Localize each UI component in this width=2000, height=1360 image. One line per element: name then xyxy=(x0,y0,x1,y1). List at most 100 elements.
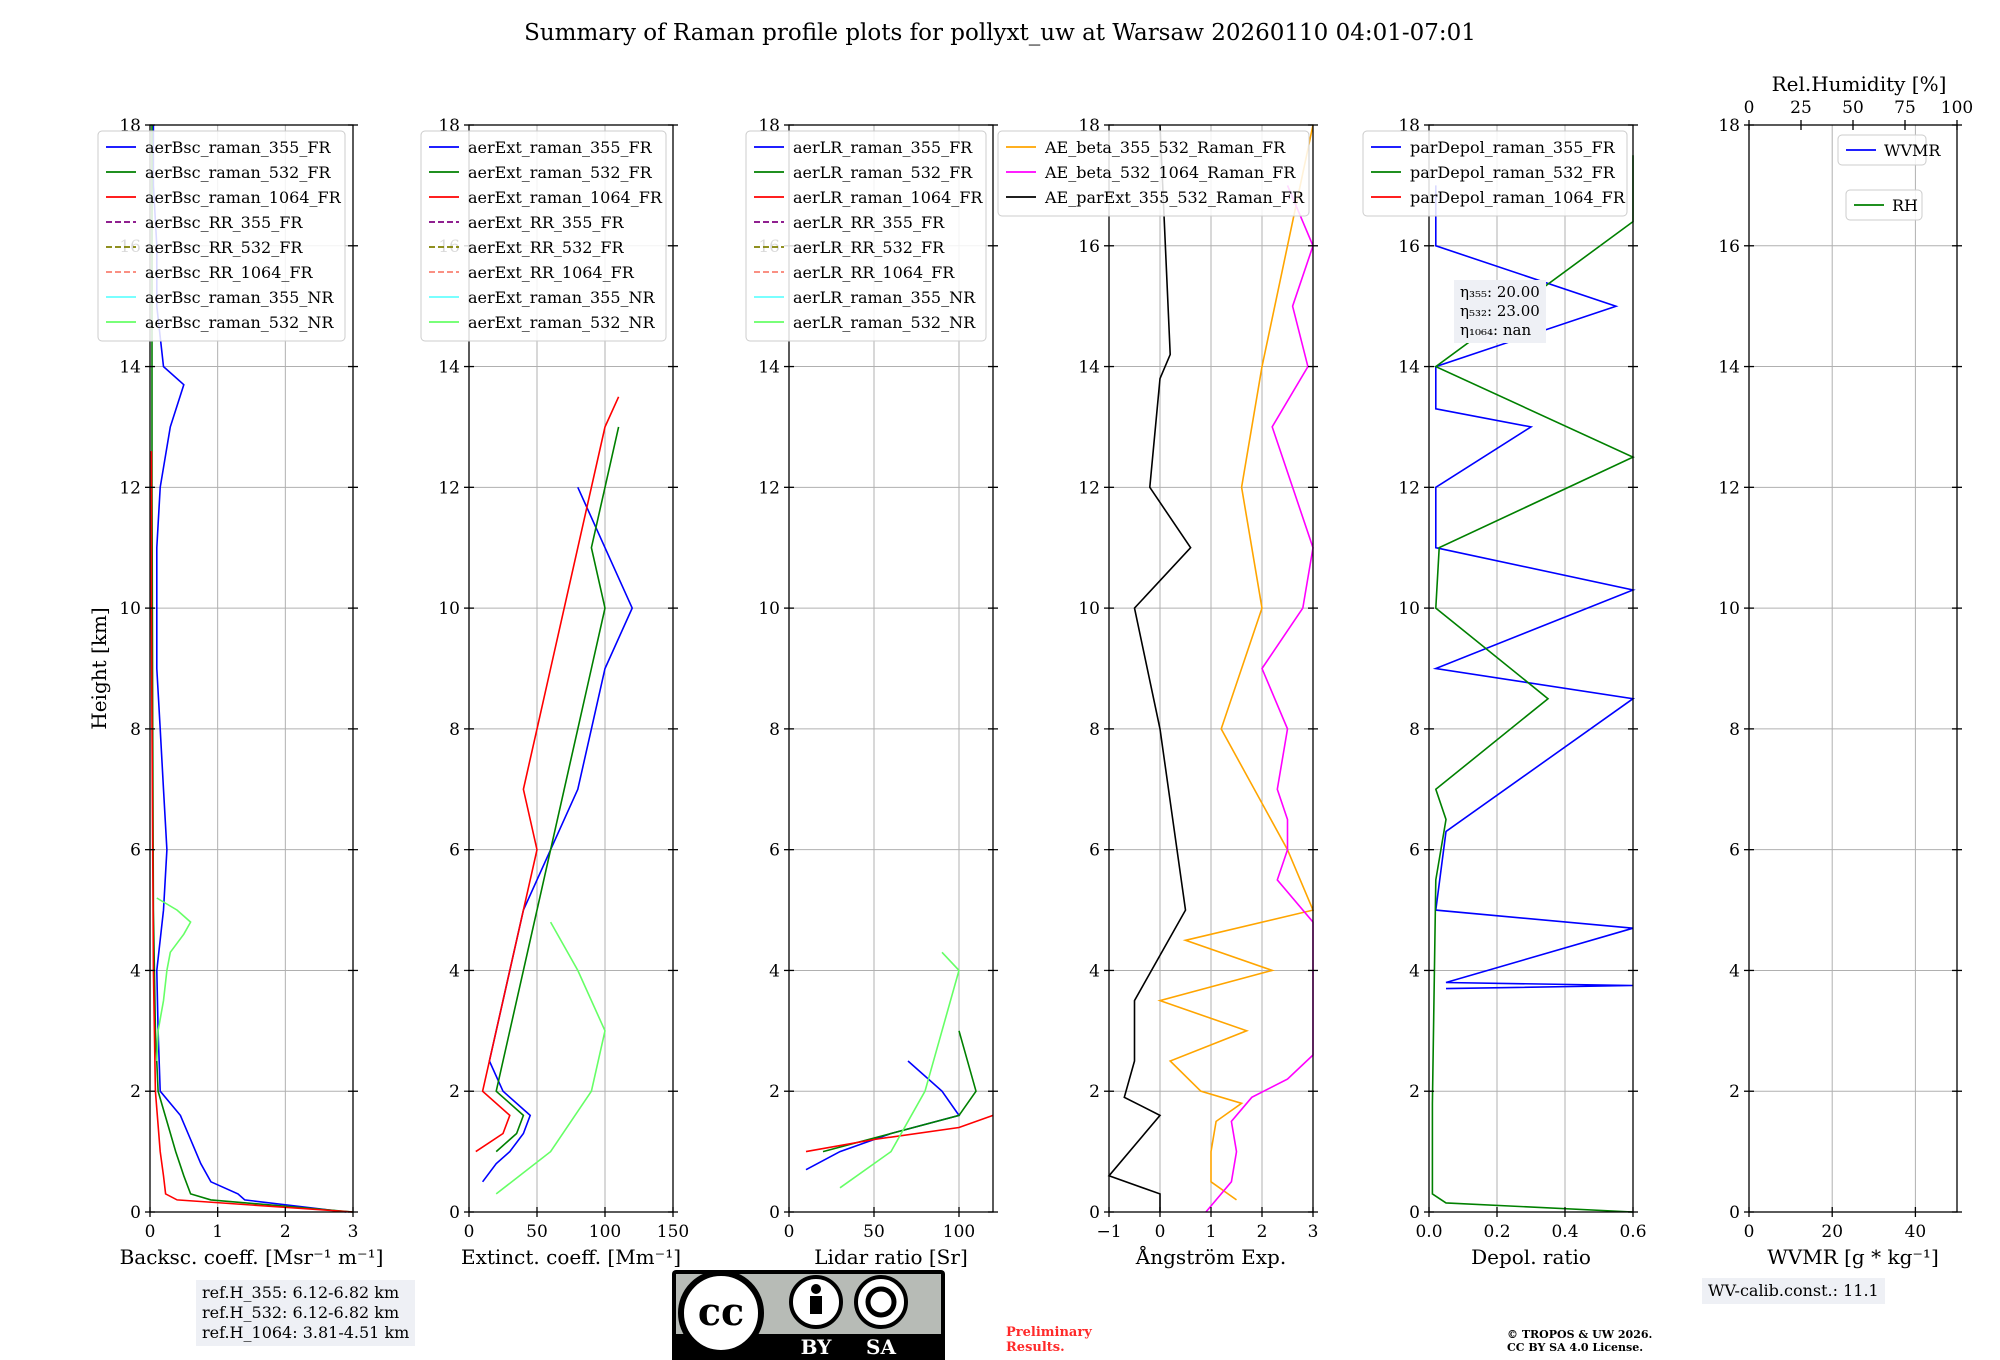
ref-h-532: ref.H_532: 6.12-6.82 km xyxy=(202,1303,400,1322)
prelim-line-2: Results. xyxy=(1006,1340,1065,1355)
legend-label: AE_beta_355_532_Raman_FR xyxy=(1044,138,1286,157)
x-tick-label: 1 xyxy=(212,1222,223,1242)
series-aerExt_raman_532_NR xyxy=(495,921,606,1195)
prelim-line-1: Preliminary xyxy=(1006,1325,1092,1340)
x-tick-label: 40 xyxy=(1905,1222,1927,1242)
series-aerLR_raman_1064_FR xyxy=(805,1114,994,1153)
y-tick-label: 12 xyxy=(1718,478,1740,498)
y-tick-label: 16 xyxy=(1718,237,1740,257)
wv-calib-text: WV-calib.const.: 11.1 xyxy=(1708,1281,1879,1300)
legend-box xyxy=(745,130,987,342)
y-tick-label: 6 xyxy=(130,841,141,861)
eta-box: η₃₅₅: 20.00 η₅₃₂: 23.00 η₁₀₆₄: nan xyxy=(1454,280,1546,343)
top-axis-label: Rel.Humidity [%] xyxy=(1772,72,1947,96)
y-tick-label: 8 xyxy=(449,720,460,740)
legend-label: aerBsc_RR_1064_FR xyxy=(145,263,314,282)
x-tick-label: 100 xyxy=(943,1222,975,1242)
legend-label: parDepol_raman_532_FR xyxy=(1410,163,1616,182)
y-tick-label: 4 xyxy=(1729,961,1740,981)
y-tick-label: 0 xyxy=(1089,1203,1100,1223)
panel-bsc: 0246810121416180123Backsc. coeff. [Msr⁻¹… xyxy=(87,116,383,1269)
y-tick-label: 10 xyxy=(758,599,780,619)
top-x-tick-label: 25 xyxy=(1790,98,1812,118)
top-x-tick-label: 0 xyxy=(1744,98,1755,118)
x-tick-label: 0.0 xyxy=(1415,1222,1442,1242)
legend-label: aerLR_raman_532_NR xyxy=(793,313,976,332)
x-tick-label: 0 xyxy=(1155,1222,1166,1242)
y-tick-label: 8 xyxy=(1409,720,1420,740)
legend-label: aerExt_raman_355_FR xyxy=(468,138,653,157)
x-tick-label: 0 xyxy=(145,1222,156,1242)
series-aerBsc_raman_355_FR xyxy=(152,125,347,1213)
x-tick-label: 3 xyxy=(348,1222,359,1242)
by-body xyxy=(810,1296,822,1314)
copyright-line-2: CC BY SA 4.0 License. xyxy=(1507,1341,1644,1354)
y-tick-label: 10 xyxy=(1718,599,1740,619)
series-parDepol_raman_532_FR xyxy=(1431,155,1635,1213)
axes-frame xyxy=(468,124,674,1213)
x-tick-label: 0 xyxy=(464,1222,475,1242)
legend-label: WVMR xyxy=(1884,141,1941,160)
x-tick-label: 2 xyxy=(280,1222,291,1242)
legend-label: aerExt_raman_532_FR xyxy=(468,163,653,182)
legend-label: aerLR_RR_1064_FR xyxy=(793,263,955,282)
y-tick-label: 0 xyxy=(449,1203,460,1223)
legend-label: aerLR_raman_1064_FR xyxy=(793,188,983,207)
legend-label: aerBsc_raman_532_FR xyxy=(145,163,331,182)
x-tick-label: 0 xyxy=(1744,1222,1755,1242)
y-tick-label: 8 xyxy=(769,720,780,740)
y-tick-label: 2 xyxy=(130,1082,141,1102)
legend-label: aerLR_raman_532_FR xyxy=(793,163,973,182)
panel-lr: 024681012141618050100Lidar ratio [Sr]aer… xyxy=(745,116,998,1269)
x-axis-label: WVMR [g * kg⁻¹] xyxy=(1767,1245,1939,1269)
y-tick-label: 6 xyxy=(1089,841,1100,861)
y-tick-label: 0 xyxy=(769,1203,780,1223)
y-tick-label: 8 xyxy=(130,720,141,740)
series-aerBsc_raman_1064_FR xyxy=(150,451,354,1213)
y-tick-label: 14 xyxy=(1718,358,1740,378)
top-x-tick-label: 75 xyxy=(1894,98,1916,118)
x-tick-label: 0.6 xyxy=(1619,1222,1646,1242)
copyright-note: © TROPOS & UW 2026. CC BY SA 4.0 License… xyxy=(1507,1328,1652,1354)
y-tick-label: 12 xyxy=(758,478,780,498)
legend-label: aerLR_RR_355_FR xyxy=(793,213,945,232)
legend-label: aerBsc_raman_355_FR xyxy=(145,138,331,157)
axes-frame xyxy=(1428,124,1634,1213)
legend-label: aerExt_RR_1064_FR xyxy=(468,263,635,282)
x-tick-label: −1 xyxy=(1096,1222,1121,1242)
series-aerLR_raman_355_FR xyxy=(805,1060,961,1171)
y-tick-label: 2 xyxy=(449,1082,460,1102)
by-label: BY xyxy=(801,1335,833,1359)
legend-label: aerExt_raman_532_NR xyxy=(468,313,656,332)
legend-label: aerLR_RR_532_FR xyxy=(793,238,945,257)
series-aerExt_raman_1064_FR xyxy=(475,396,620,1153)
x-tick-label: 0.2 xyxy=(1483,1222,1510,1242)
x-axis-label: Lidar ratio [Sr] xyxy=(814,1245,968,1269)
y-tick-label: 8 xyxy=(1089,720,1100,740)
axes-frame xyxy=(149,124,354,1213)
legend-label: RH xyxy=(1892,196,1918,215)
y-tick-label: 4 xyxy=(1089,961,1100,981)
y-tick-label: 12 xyxy=(1078,478,1100,498)
legend-label: aerLR_raman_355_NR xyxy=(793,288,976,307)
top-x-tick-label: 100 xyxy=(1941,98,1973,118)
y-tick-label: 2 xyxy=(1409,1082,1420,1102)
x-tick-label: 0.4 xyxy=(1551,1222,1578,1242)
y-tick-label: 6 xyxy=(1409,841,1420,861)
cc-text: cc xyxy=(698,1289,744,1334)
y-tick-label: 14 xyxy=(119,358,141,378)
x-axis-label: Ångström Exp. xyxy=(1135,1244,1286,1269)
x-axis-label: Extinct. coeff. [Mm⁻¹] xyxy=(461,1245,681,1269)
legend-label: aerBsc_raman_1064_FR xyxy=(145,188,342,207)
y-tick-label: 12 xyxy=(1398,478,1420,498)
legend-label: aerBsc_raman_355_NR xyxy=(145,288,334,307)
series-AE_beta_532_1064_Raman_FR xyxy=(1205,185,1314,1213)
legend-label: AE_beta_532_1064_Raman_FR xyxy=(1044,163,1296,182)
legend-box xyxy=(1837,134,1927,166)
sa-ring xyxy=(865,1286,897,1318)
y-tick-label: 0 xyxy=(1409,1203,1420,1223)
x-tick-label: 2 xyxy=(1257,1222,1268,1242)
series-aerBsc_raman_532_NR xyxy=(156,897,192,1062)
